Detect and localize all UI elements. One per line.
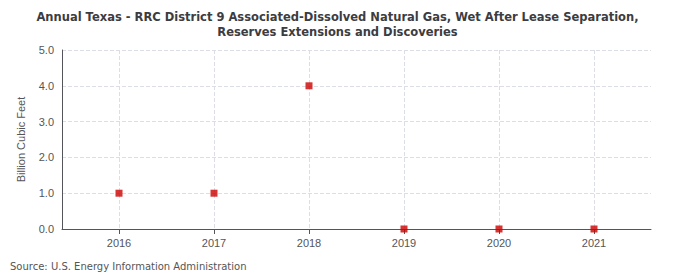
svg-text:2017: 2017 bbox=[202, 237, 226, 249]
svg-text:Annual Texas - RRC District 9: Annual Texas - RRC District 9 Associated… bbox=[36, 10, 638, 24]
svg-text:Billion Cubic Feet: Billion Cubic Feet bbox=[15, 97, 27, 183]
svg-text:2018: 2018 bbox=[297, 237, 321, 249]
svg-text:Source: U.S. Energy Informatio: Source: U.S. Energy Information Administ… bbox=[10, 261, 247, 272]
svg-text:Reserves Extensions and Discov: Reserves Extensions and Discoveries bbox=[217, 25, 458, 39]
svg-text:2020: 2020 bbox=[487, 237, 511, 249]
svg-text:2.0: 2.0 bbox=[39, 151, 54, 163]
svg-text:3.0: 3.0 bbox=[39, 116, 54, 128]
svg-text:2021: 2021 bbox=[582, 237, 606, 249]
svg-text:5.0: 5.0 bbox=[39, 44, 54, 56]
svg-text:2019: 2019 bbox=[392, 237, 416, 249]
svg-text:4.0: 4.0 bbox=[39, 80, 54, 92]
svg-text:0.0: 0.0 bbox=[39, 223, 54, 235]
svg-text:1.0: 1.0 bbox=[39, 187, 54, 199]
svg-text:2016: 2016 bbox=[107, 237, 131, 249]
